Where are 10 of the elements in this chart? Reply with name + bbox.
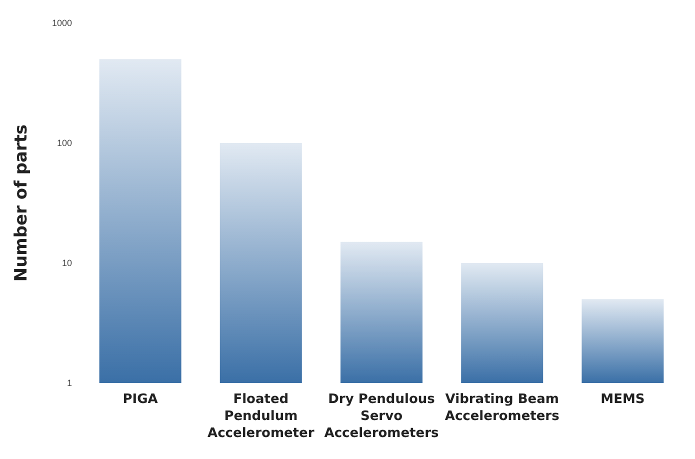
y-axis-title: Number of parts xyxy=(12,124,32,282)
y-tick-label: 100 xyxy=(56,138,72,148)
x-tick-label: MEMS xyxy=(600,392,645,407)
x-tick-label: Floated Pendulum Accelerometer xyxy=(208,392,315,441)
x-tick-label: Dry Pendulous Servo Accelerometers xyxy=(324,392,439,441)
y-tick-label: 1 xyxy=(66,378,72,388)
x-tick-label: PIGA xyxy=(122,392,158,407)
x-tick-label: Vibrating Beam Accelerometers xyxy=(444,392,560,424)
y-tick-label: 10 xyxy=(62,258,72,268)
y-tick-label: 1000 xyxy=(52,18,72,28)
